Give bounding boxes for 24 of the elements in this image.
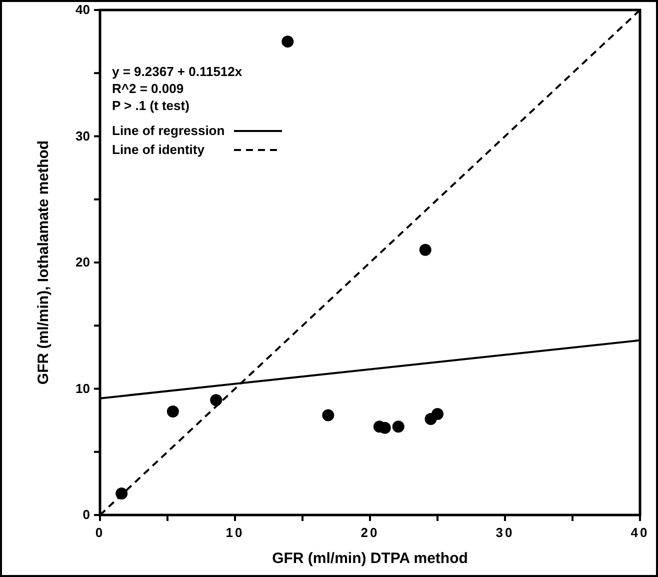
point: [282, 36, 294, 48]
x-tick-label: 40: [630, 525, 650, 540]
point: [419, 244, 432, 256]
x-tick-label: 0: [95, 525, 105, 540]
y-axis-title: GFR (ml/min), Iothalamate method: [35, 140, 52, 385]
y-tick-label: 0: [82, 507, 90, 522]
point: [210, 394, 222, 406]
y-tick-label: 20: [76, 254, 90, 270]
legend-label: Line of regression: [112, 123, 225, 138]
point: [322, 409, 334, 422]
x-axis-title: GFR (ml/min) DTPA method: [272, 550, 468, 567]
point: [432, 408, 444, 420]
point: [392, 420, 404, 433]
annotation: R^2 = 0.009: [112, 81, 184, 96]
point: [166, 405, 179, 418]
y-tick-label: 10: [76, 380, 90, 396]
annotation: y = 9.2367 + 0.11512x: [112, 64, 243, 79]
y-tick-label: 30: [76, 128, 90, 144]
annotation: P > .1 (t test): [112, 98, 190, 113]
y-tick-label: 40: [76, 2, 90, 17]
x-tick-label: 20: [360, 525, 380, 540]
x-tick-label: 30: [496, 525, 514, 540]
x-tick-label: 10: [226, 525, 244, 540]
legend-label: Line of identity: [112, 142, 206, 157]
